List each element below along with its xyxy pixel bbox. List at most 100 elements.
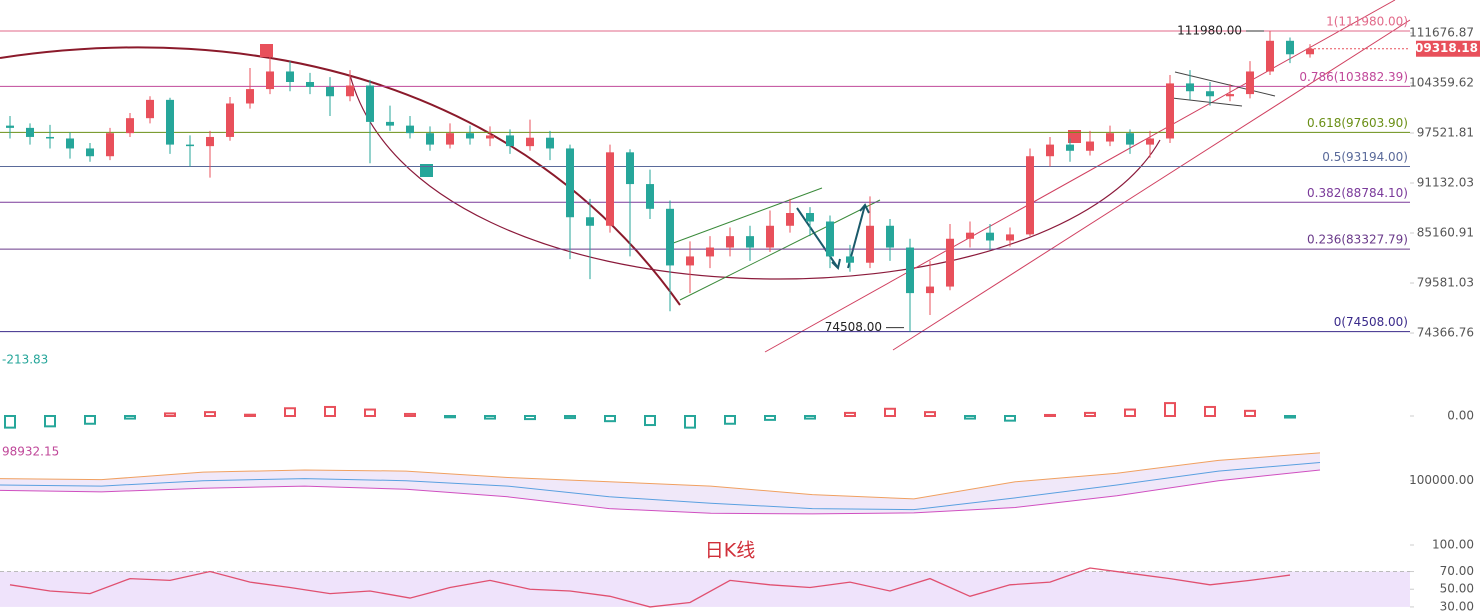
macd-bar bbox=[284, 407, 296, 417]
candle-body bbox=[26, 127, 34, 137]
macd-bar bbox=[804, 415, 816, 420]
candle-body bbox=[886, 225, 894, 248]
macd-bar bbox=[364, 408, 376, 417]
candle-body bbox=[1006, 234, 1014, 241]
macd-bar bbox=[604, 415, 616, 423]
candle-body bbox=[86, 148, 94, 157]
macd-bar bbox=[724, 415, 736, 425]
candle-body bbox=[786, 213, 794, 226]
candle-body bbox=[386, 121, 394, 126]
macd-bar bbox=[164, 412, 176, 417]
rsi-line bbox=[9, 567, 1291, 608]
macd-bar bbox=[964, 415, 976, 420]
candle-body bbox=[466, 133, 474, 139]
candle-body bbox=[6, 125, 14, 128]
candle-body bbox=[906, 247, 914, 294]
last-price-box bbox=[1416, 40, 1480, 57]
macd-bar bbox=[324, 405, 336, 418]
candle-body bbox=[946, 238, 954, 287]
candle-body bbox=[1226, 94, 1234, 97]
macd-bar bbox=[1284, 415, 1296, 419]
macd-bar bbox=[764, 415, 776, 421]
macd-bar bbox=[244, 413, 256, 418]
macd-bar bbox=[524, 415, 536, 421]
y-tick-label: 50.00 bbox=[1440, 582, 1474, 596]
y-tick-label: 74366.76 bbox=[1417, 326, 1474, 340]
buy-marker bbox=[420, 164, 433, 177]
flag-line bbox=[1171, 97, 1243, 107]
candle-body bbox=[1206, 91, 1214, 97]
band-line bbox=[0, 469, 1321, 515]
candle-body bbox=[966, 232, 974, 239]
macd-bar bbox=[444, 415, 456, 419]
panel-label: 98932.15 bbox=[2, 445, 59, 459]
candle-body bbox=[1166, 83, 1174, 139]
candle-body bbox=[426, 133, 434, 145]
band-line bbox=[0, 462, 1321, 511]
candle-body bbox=[306, 81, 314, 87]
macd-bar bbox=[684, 415, 696, 429]
candle-body bbox=[1306, 48, 1314, 55]
candle-body bbox=[1186, 83, 1194, 92]
candle-body bbox=[1266, 40, 1274, 72]
candle-body bbox=[106, 133, 114, 157]
y-tick-label: 100000.00 bbox=[1409, 473, 1474, 487]
fib-label: 0(74508.00) bbox=[1334, 315, 1408, 329]
last-price-label: 109318.18 bbox=[1407, 41, 1478, 55]
macd-bar bbox=[84, 415, 96, 425]
macd-bar bbox=[884, 407, 896, 417]
y-tick-label: 100.00 bbox=[1432, 538, 1474, 552]
channel-line bbox=[892, 19, 1411, 351]
candle-body bbox=[346, 85, 354, 97]
y-tick-label: 104359.62 bbox=[1409, 75, 1474, 89]
sell-marker bbox=[260, 44, 273, 57]
candle-body bbox=[986, 232, 994, 241]
candle-body bbox=[1146, 138, 1154, 145]
sell-marker bbox=[1068, 130, 1081, 143]
rsi-band bbox=[0, 571, 1410, 607]
candle-body bbox=[706, 247, 714, 257]
arc bbox=[0, 46, 681, 306]
annotation-label: 111980.00 bbox=[1177, 23, 1242, 37]
candle-body bbox=[206, 136, 214, 147]
candle-body bbox=[926, 286, 934, 294]
candle-body bbox=[406, 125, 414, 134]
candle-body bbox=[666, 208, 674, 266]
candle-body bbox=[766, 225, 774, 248]
candle-body bbox=[646, 184, 654, 209]
candle-body bbox=[1086, 141, 1094, 151]
panel-label: -213.83 bbox=[2, 353, 48, 367]
candle-body bbox=[1286, 40, 1294, 55]
candle-body bbox=[66, 138, 74, 149]
candle-body bbox=[126, 118, 134, 134]
macd-bar bbox=[844, 411, 856, 417]
candle-body bbox=[546, 137, 554, 149]
macd-bar bbox=[644, 415, 656, 427]
candle-body bbox=[1066, 144, 1074, 151]
channel-line bbox=[679, 199, 881, 301]
candle-body bbox=[1046, 144, 1054, 157]
fib-label: 0.786(103882.39) bbox=[1299, 70, 1408, 84]
flag-line bbox=[1174, 71, 1276, 97]
macd-bar bbox=[124, 415, 136, 420]
y-tick-label: 30.00 bbox=[1440, 599, 1474, 613]
candle-body bbox=[366, 85, 374, 122]
arc bbox=[349, 74, 1161, 280]
macd-bar bbox=[1164, 402, 1176, 418]
fib-label: 1(111980.00) bbox=[1326, 14, 1408, 28]
candle-body bbox=[726, 236, 734, 248]
candle-body bbox=[1026, 156, 1034, 235]
macd-bar bbox=[1204, 405, 1216, 418]
candle-body bbox=[286, 71, 294, 82]
fib-label: 0.5(93194.00) bbox=[1322, 150, 1408, 164]
candle-body bbox=[606, 152, 614, 226]
arrow bbox=[796, 203, 870, 270]
candle-body bbox=[246, 89, 254, 104]
fib-label: 0.618(97603.90) bbox=[1307, 116, 1408, 130]
macd-bar bbox=[1124, 408, 1136, 417]
candle-body bbox=[806, 213, 814, 222]
candle-body bbox=[846, 256, 854, 263]
y-tick-label: 111676.87 bbox=[1409, 25, 1474, 39]
candle-body bbox=[506, 135, 514, 147]
